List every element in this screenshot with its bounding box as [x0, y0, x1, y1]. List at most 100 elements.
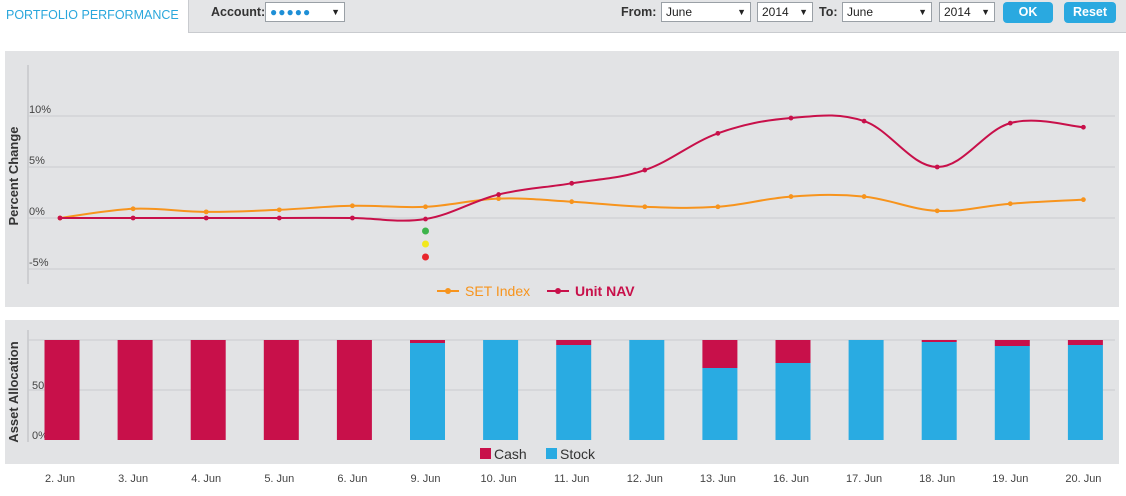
x-tick-label: 3. Jun: [118, 473, 148, 485]
y-tick-label: 5%: [29, 155, 45, 167]
account-label: Account:: [211, 5, 266, 19]
bar-segment-stock: [629, 340, 665, 440]
data-point: [1007, 120, 1013, 126]
data-point: [715, 204, 721, 210]
data-point: [715, 130, 721, 136]
legend-label: Stock: [560, 446, 596, 462]
ok-button[interactable]: OK: [1003, 2, 1053, 23]
account-select[interactable]: ●●●●● ▼: [265, 2, 345, 22]
data-point: [1081, 124, 1086, 130]
from-month-value: June: [666, 5, 693, 19]
data-point: [423, 216, 428, 222]
bar-segment-stock: [994, 346, 1030, 440]
bar-segment-cash: [336, 340, 372, 440]
y-tick-label: -5%: [29, 257, 49, 269]
x-tick-label: 18. Jun: [919, 473, 955, 485]
y-tick-label: 10%: [29, 104, 51, 116]
data-point: [788, 115, 794, 121]
x-tick-label: 20. Jun: [1065, 473, 1101, 485]
from-label: From:: [621, 5, 657, 19]
bar-segment-cash: [190, 340, 226, 440]
x-tick-label: 12. Jun: [627, 473, 663, 485]
to-year-value: 2014: [944, 5, 971, 19]
legend-label: SET Index: [465, 283, 530, 299]
y-axis-title: Asset Allocation: [6, 341, 21, 442]
status-marker: [422, 240, 429, 248]
x-tick-label: 17. Jun: [846, 473, 882, 485]
legend-marker: [555, 288, 561, 294]
bar-segment-cash: [994, 340, 1030, 346]
data-point: [203, 215, 209, 221]
bar-segment-stock: [848, 340, 884, 440]
legend-label: Unit NAV: [575, 283, 635, 299]
series-line-set-index: [59, 193, 1084, 219]
data-point: [569, 199, 575, 205]
from-month-select[interactable]: June ▼: [661, 2, 751, 22]
bar-segment-stock: [702, 368, 738, 440]
top-toolbar: PORTFOLIO PERFORMANCE Account: ●●●●● ▼ F…: [0, 0, 1126, 34]
x-tick-label: 10. Jun: [481, 473, 517, 485]
bar-segment-stock: [410, 343, 445, 440]
x-axis: 2. Jun 3. Jun 4. Jun 5. Jun 6. Jun 9. Jun 10. …: [45, 473, 1101, 485]
bar-segment-cash: [921, 340, 957, 342]
bar-segment-cash: [263, 340, 299, 440]
x-tick-label: 5. Jun: [264, 473, 294, 485]
performance-chart: 10% 5% 0% -5% Percent Change SET Index Unit NA…: [6, 65, 1115, 299]
bar-segment-stock: [921, 342, 957, 440]
data-point: [788, 194, 794, 199]
performance-chart-panel: 10% 5% 0% -5% Percent Change SET Index Unit NA…: [5, 51, 1119, 307]
allocation-chart-panel: 50% 0% Asset Allocation Cash Stock: [5, 320, 1119, 464]
data-point: [130, 215, 136, 221]
x-tick-label: 19. Jun: [992, 473, 1028, 485]
legend-label: Cash: [494, 446, 527, 462]
bar-segment-cash: [117, 340, 153, 440]
data-point: [276, 215, 282, 221]
data-point: [861, 118, 867, 124]
to-year-select[interactable]: 2014 ▼: [939, 2, 995, 22]
data-point: [276, 207, 282, 213]
legend-marker: [445, 288, 451, 294]
data-point: [350, 203, 355, 209]
chevron-down-icon: ▼: [331, 7, 340, 17]
x-tick-label: 9. Jun: [411, 473, 441, 485]
bar-segment-stock: [556, 345, 592, 440]
data-point: [861, 194, 867, 199]
data-point: [642, 167, 648, 173]
y-axis-title: Percent Change: [6, 127, 21, 226]
bar-segment-stock: [775, 363, 811, 440]
to-label: To:: [819, 5, 838, 19]
chevron-down-icon: ▼: [918, 7, 927, 17]
x-tick-label: 2. Jun: [45, 473, 75, 485]
x-tick-label: 4. Jun: [191, 473, 221, 485]
page-title-tab[interactable]: PORTFOLIO PERFORMANCE: [0, 0, 188, 33]
bar-segment-cash: [775, 340, 811, 363]
from-year-value: 2014: [762, 5, 789, 19]
data-point: [934, 164, 940, 170]
data-point: [423, 204, 428, 210]
reset-button[interactable]: Reset: [1064, 2, 1116, 23]
filter-bar: Account: ●●●●● ▼ From: June ▼ 2014 ▼ To:…: [188, 0, 1126, 33]
bar-segment-cash: [410, 340, 445, 343]
account-value: ●●●●●: [270, 5, 312, 19]
chevron-down-icon: ▼: [981, 7, 990, 17]
to-month-value: June: [847, 5, 874, 19]
legend-swatch: [480, 448, 491, 459]
data-point: [642, 204, 648, 210]
y-tick-label: 0%: [32, 430, 48, 442]
y-tick-label: 0%: [29, 206, 45, 218]
bar-segment-stock: [1067, 345, 1103, 440]
x-tick-label: 13. Jun: [700, 473, 736, 485]
data-point: [569, 180, 575, 186]
chevron-down-icon: ▼: [737, 7, 746, 17]
bar-segment-cash: [1067, 340, 1103, 345]
x-tick-label: 6. Jun: [337, 473, 367, 485]
bar-segment-cash: [556, 340, 592, 345]
chevron-down-icon: ▼: [799, 7, 808, 17]
status-marker: [422, 253, 429, 261]
bar-segment-cash: [44, 340, 80, 440]
from-year-select[interactable]: 2014 ▼: [757, 2, 813, 22]
to-month-select[interactable]: June ▼: [842, 2, 932, 22]
bar-segment-stock: [483, 340, 519, 440]
series-line-unit-nav: [60, 114, 1084, 222]
